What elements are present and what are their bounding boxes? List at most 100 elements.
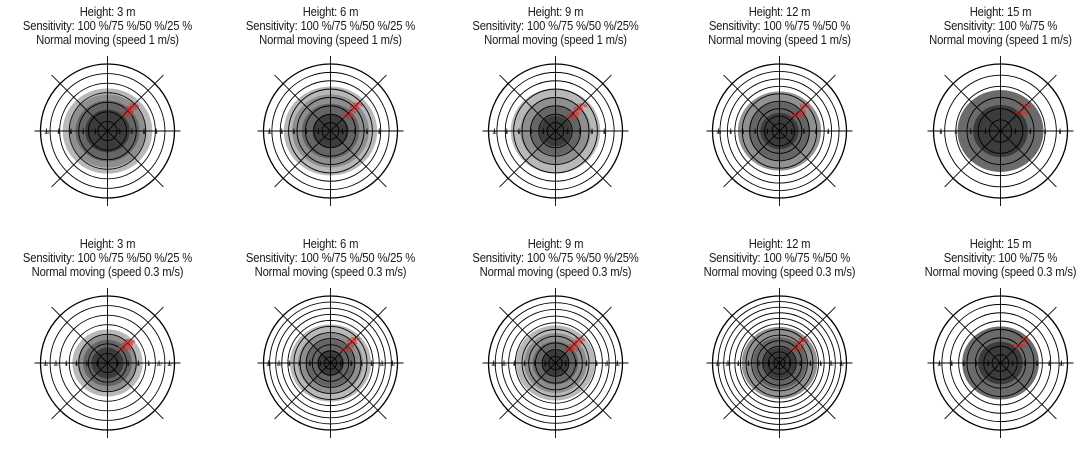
panel-sensitivity-label: Sensitivity: 100 %/75 %/50 % (708, 251, 851, 265)
axis-tick-label: 2 (542, 130, 545, 135)
axis-tick-label: 2 (317, 130, 320, 135)
axis-tick-label: 12 (715, 362, 721, 367)
axis-tick-label: 8 (370, 362, 373, 367)
panel-caption: Height: 12 m Sensitivity: 100 %/75 %/50 %… (683, 237, 877, 279)
panel-sensitivity-label: Sensitivity: 100 %/75 %/50 %/25 % (22, 19, 193, 33)
zone-percent-label: 75% (568, 344, 579, 350)
axis-tick-label: 6 (70, 130, 73, 135)
zone-percent-label: 25% (575, 337, 586, 343)
axis-tick-label: 10 (937, 362, 943, 367)
axis-tick-label: 4 (131, 130, 134, 135)
axis-tick-label: 10 (267, 130, 273, 135)
axis-tick-label: 4 (534, 362, 537, 367)
axis-tick-label: 10 (492, 130, 498, 135)
axis-tick-label: 8 (147, 362, 150, 367)
panel-height-label: Height: 3 m (79, 5, 136, 19)
panel-mode-label: Normal moving (speed 1 m/s) (36, 33, 179, 47)
detection-pattern-diagram: 12 10 8 6 4 2 2 4 6 8 10 12 100%75%50%25% (34, 288, 181, 438)
panel-mode-label: Normal moving (speed 0.3 m/s) (703, 265, 856, 279)
panel-caption: Height: 9 m Sensitivity: 100 %/75 %/50 %/… (458, 5, 653, 47)
axis-tick-label: 4 (758, 362, 761, 367)
axis-tick-label: 2 (766, 130, 769, 135)
zone-percent-label: 75% (346, 110, 357, 116)
axis-tick-label: 10 (716, 130, 722, 135)
axis-tick-label: 4 (754, 130, 757, 135)
zone-percent-label: 100% (118, 347, 131, 353)
axis-tick-label: 4 (350, 362, 353, 367)
detection-pattern-diagram: 10 8 6 4 2 2 4 6 8 100%75%50%25% (34, 56, 181, 206)
axis-tick-label: 10 (53, 362, 59, 367)
zone-percent-label: 25% (125, 339, 136, 345)
panel-caption: Height: 9 m Sensitivity: 100 %/75 %/50 %/… (458, 237, 653, 279)
detection-panel: Height: 15 m Sensitivity: 100 %/75 % Norma… (893, 0, 1077, 218)
panel-sensitivity-label: Sensitivity: 100 %/75 % (943, 19, 1058, 33)
axis-tick-label: 12 (390, 362, 396, 367)
detection-pattern-grid: Height: 3 m Sensitivity: 100 %/75 %/50 %/… (11, 0, 1077, 438)
axis-tick-label: 8 (513, 362, 516, 367)
axis-tick-label: 10 (501, 362, 507, 367)
axis-tick-label: 4 (803, 130, 806, 135)
zone-percent-label: 100% (120, 112, 133, 118)
zone-percent-label: 50% (798, 338, 809, 344)
zone-percent-label: 100% (790, 347, 803, 353)
panel-sensitivity-label: Sensitivity: 100 %/75 %/50 %/25 % (245, 251, 416, 265)
zone-percent-label: 25% (577, 103, 588, 109)
axis-tick-label: 6 (809, 362, 812, 367)
zone-percent-label: 75% (1020, 338, 1031, 344)
axis-tick-label: 4 (309, 362, 312, 367)
panel-caption: Height: 3 m Sensitivity: 100 %/75 %/50 %/… (11, 5, 205, 47)
axis-tick-label: 4 (86, 362, 89, 367)
panel-sensitivity-label: Sensitivity: 100 %/75 %/50 %/25% (472, 251, 639, 265)
axis-tick-label: 10 (1059, 362, 1065, 367)
zone-percent-label: 25% (353, 103, 364, 109)
zone-percent-label: 50% (800, 105, 811, 111)
axis-tick-label: 6 (143, 130, 146, 135)
axis-tick-label: 8 (940, 130, 943, 135)
zone-percent-label: 100% (1015, 110, 1028, 116)
zone-percent-label: 75% (796, 109, 807, 115)
axis-tick-label: 2 (1011, 362, 1014, 367)
panel-mode-label: Normal moving (speed 0.3 m/s) (31, 265, 184, 279)
axis-tick-label: 10 (829, 362, 835, 367)
axis-tick-label: 12 (43, 362, 49, 367)
axis-tick-label: 2 (319, 362, 322, 367)
panel-height-label: Height: 9 m (527, 237, 584, 251)
axis-tick-label: 6 (518, 130, 521, 135)
zone-percent-label: 100% (566, 115, 579, 121)
panel-caption: Height: 12 m Sensitivity: 100 %/75 %/50 %… (683, 5, 877, 47)
zone-percent-label: 25% (350, 337, 361, 343)
detection-panel: Height: 12 m Sensitivity: 100 %/75 %/50 %… (672, 0, 887, 218)
axis-tick-label: 2 (566, 130, 569, 135)
axis-tick-label: 2 (117, 362, 120, 367)
detection-panel: Height: 9 m Sensitivity: 100 %/75 %/50 %/… (447, 0, 664, 218)
axis-tick-label: 12 (839, 362, 845, 367)
axis-tick-label: 4 (1024, 362, 1027, 367)
axis-tick-label: 2 (790, 130, 793, 135)
axis-tick-label: 12 (167, 362, 173, 367)
axis-tick-label: 10 (276, 362, 282, 367)
axis-tick-label: 8 (1059, 130, 1062, 135)
detection-pattern-diagram: 8 6 4 2 2 4 6 8 100%75% (927, 56, 1074, 206)
axis-tick-label: 8 (1048, 362, 1051, 367)
zone-percent-label: 75% (344, 343, 355, 349)
axis-tick-label: 10 (380, 362, 386, 367)
detection-panel: Height: 15 m Sensitivity: 100 %/75 % Norma… (893, 232, 1077, 450)
axis-tick-label: 8 (730, 130, 733, 135)
axis-tick-label: 4 (1029, 130, 1032, 135)
panel-sensitivity-label: Sensitivity: 100 %/75 %/50 % (708, 19, 851, 33)
detection-panel: Height: 12 m Sensitivity: 100 %/75 %/50 %… (672, 232, 887, 450)
axis-tick-label: 2 (94, 130, 97, 135)
detection-panel: Height: 3 m Sensitivity: 100 %/75 %/50 %/… (0, 232, 215, 450)
axis-tick-label: 8 (737, 362, 740, 367)
detection-panel: Height: 6 m Sensitivity: 100 %/75 %/50 %/… (223, 0, 438, 218)
panel-height-label: Height: 6 m (302, 5, 359, 19)
axis-tick-label: 8 (595, 362, 598, 367)
axis-tick-label: 10 (725, 362, 731, 367)
panel-height-label: Height: 12 m (748, 5, 811, 19)
axis-tick-label: 4 (799, 362, 802, 367)
axis-tick-label: 10 (605, 362, 611, 367)
axis-tick-label: 8 (506, 130, 509, 135)
detection-pattern-diagram: 10 8 6 4 2 2 4 6 8 100%75%50%25% (257, 56, 404, 206)
zone-percent-label: 100% (565, 348, 578, 354)
axis-tick-label: 12 (266, 362, 272, 367)
